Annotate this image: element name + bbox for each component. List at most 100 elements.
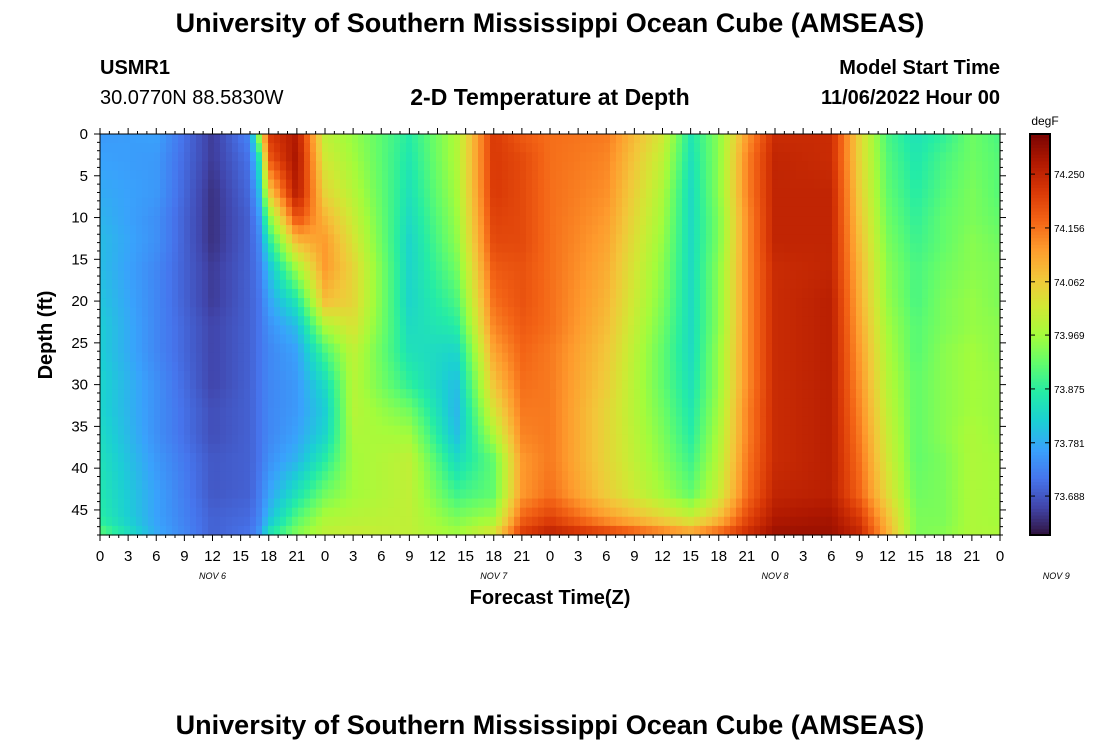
heatmap-cell xyxy=(772,316,779,326)
heatmap-cell xyxy=(598,206,605,217)
heatmap-cell xyxy=(862,398,869,409)
heatmap-cell xyxy=(946,298,953,308)
heatmap-cell xyxy=(922,143,929,153)
heatmap-cell xyxy=(760,134,767,144)
heatmap-cell xyxy=(400,179,407,190)
heatmap-cell xyxy=(370,188,377,199)
heatmap-cell xyxy=(784,152,791,162)
heatmap-cell xyxy=(208,407,215,418)
heatmap-cell xyxy=(232,143,239,153)
heatmap-cell xyxy=(382,398,389,409)
heatmap-cell xyxy=(118,407,125,418)
heatmap-cell xyxy=(946,252,953,263)
heatmap-cell xyxy=(982,216,989,226)
heatmap-cell xyxy=(472,143,479,153)
heatmap-cell xyxy=(856,370,863,381)
heatmap-cell xyxy=(106,389,113,399)
heatmap-cell xyxy=(844,216,851,226)
heatmap-cell xyxy=(934,325,941,336)
heatmap-cell xyxy=(328,398,335,409)
heatmap-cell xyxy=(328,370,335,381)
heatmap-cell xyxy=(592,270,599,281)
heatmap-cell xyxy=(130,216,137,226)
heatmap-cell xyxy=(544,134,551,144)
heatmap-cell xyxy=(334,380,341,390)
heatmap-cell xyxy=(826,416,833,427)
heatmap-cell xyxy=(130,206,137,217)
heatmap-cell xyxy=(196,425,203,436)
heatmap-cell xyxy=(346,252,353,263)
heatmap-cell xyxy=(358,416,365,427)
heatmap-cell xyxy=(514,288,521,299)
heatmap-cell xyxy=(640,334,647,345)
heatmap-cell xyxy=(184,416,191,427)
heatmap-cell xyxy=(568,197,575,208)
heatmap-cell xyxy=(334,298,341,308)
heatmap-cell xyxy=(490,261,497,272)
heatmap-cell xyxy=(718,334,725,345)
heatmap-cell xyxy=(796,216,803,226)
heatmap-cell xyxy=(148,370,155,381)
heatmap-cell xyxy=(244,170,251,181)
heatmap-cell xyxy=(580,389,587,399)
heatmap-cell xyxy=(808,288,815,299)
heatmap-cell xyxy=(748,343,755,354)
heatmap-cell xyxy=(592,216,599,226)
heatmap-cell xyxy=(946,197,953,208)
heatmap-cell xyxy=(826,343,833,354)
heatmap-cell xyxy=(334,216,341,226)
heatmap-cell xyxy=(280,352,287,363)
heatmap-cell xyxy=(562,279,569,290)
heatmap-cell xyxy=(880,161,887,172)
heatmap-cell xyxy=(676,425,683,436)
heatmap-cell xyxy=(940,225,947,235)
heatmap-cell xyxy=(250,170,257,181)
heatmap-cell xyxy=(610,298,617,308)
heatmap-cell xyxy=(400,206,407,217)
heatmap-cell xyxy=(100,234,107,244)
heatmap-cell xyxy=(166,143,173,153)
heatmap-cell xyxy=(634,179,641,190)
heatmap-cell xyxy=(472,234,479,244)
heatmap-cell xyxy=(766,298,773,308)
heatmap-cell xyxy=(922,416,929,427)
heatmap-cell xyxy=(148,334,155,345)
heatmap-cell xyxy=(928,252,935,263)
heatmap-cell xyxy=(220,134,227,144)
heatmap-cell xyxy=(412,206,419,217)
model-start-label: Model Start Time xyxy=(839,57,1000,79)
heatmap-cell xyxy=(742,216,749,226)
heatmap-cell xyxy=(412,325,419,336)
heatmap-cell xyxy=(760,307,767,317)
heatmap-cell xyxy=(250,279,257,290)
heatmap-cell xyxy=(388,407,395,418)
heatmap-cell xyxy=(274,179,281,190)
heatmap-cell xyxy=(472,380,479,390)
heatmap-cell xyxy=(958,279,965,290)
heatmap-cell xyxy=(454,425,461,436)
heatmap-cell xyxy=(280,134,287,144)
heatmap-cell xyxy=(214,380,221,390)
heatmap-cell xyxy=(970,234,977,244)
heatmap-cell xyxy=(160,434,167,445)
heatmap-cell xyxy=(532,288,539,299)
heatmap-cell xyxy=(598,307,605,317)
heatmap-cell xyxy=(190,316,197,326)
heatmap-cell xyxy=(496,425,503,436)
heatmap-cell xyxy=(832,170,839,181)
heatmap-cell xyxy=(850,243,857,254)
heatmap-cell xyxy=(460,389,467,399)
heatmap-cell xyxy=(850,298,857,308)
heatmap-cell xyxy=(118,307,125,317)
heatmap-cell xyxy=(112,380,119,390)
heatmap-cell xyxy=(364,416,371,427)
heatmap-cell xyxy=(940,270,947,281)
heatmap-cell xyxy=(496,197,503,208)
heatmap-cell xyxy=(142,279,149,290)
heatmap-cell xyxy=(130,334,137,345)
heatmap-cell xyxy=(190,343,197,354)
heatmap-cell xyxy=(898,398,905,409)
heatmap-cell xyxy=(436,361,443,372)
heatmap-cell xyxy=(208,416,215,427)
heatmap-cell xyxy=(886,216,893,226)
